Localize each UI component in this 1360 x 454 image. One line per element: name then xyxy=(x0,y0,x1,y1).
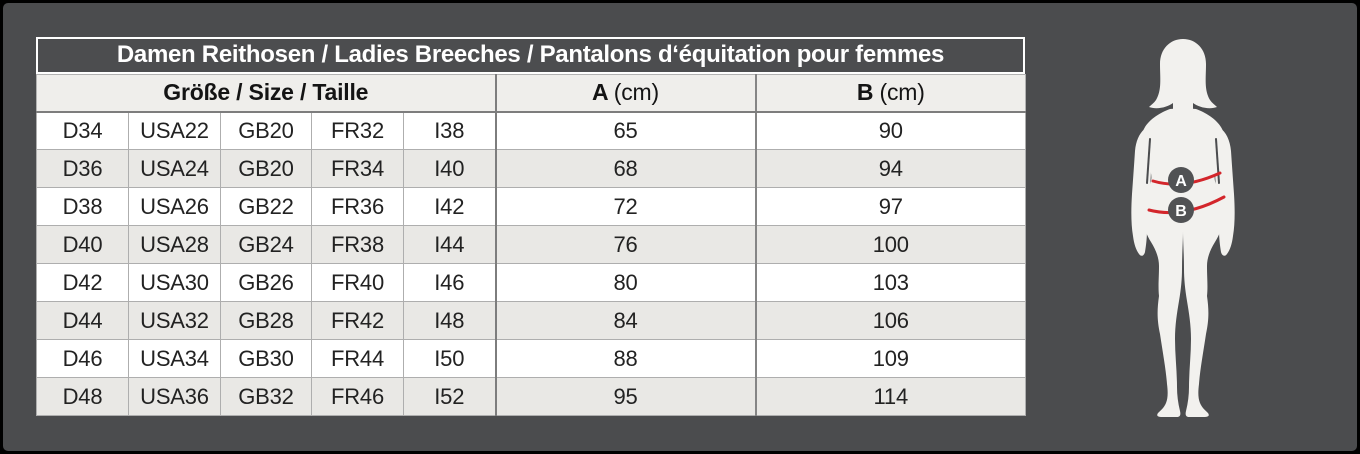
marker-b-label: B xyxy=(1175,203,1187,220)
marker-a-label: A xyxy=(1175,173,1187,190)
table-row: D42 USA30 GB26 FR40 I46 80 103 xyxy=(36,263,1027,302)
header-b: B (cm) xyxy=(754,74,1026,113)
table-row: D34 USA22 GB20 FR32 I38 65 90 xyxy=(36,111,1027,150)
cell-d: D38 xyxy=(36,187,129,226)
cell-b: 109 xyxy=(754,339,1027,378)
cell-i: I50 xyxy=(402,339,497,378)
marker-a-badge xyxy=(1168,167,1194,193)
cell-usa: USA28 xyxy=(128,225,221,264)
cell-d: D34 xyxy=(36,111,129,150)
cell-fr: FR36 xyxy=(311,187,404,226)
cell-usa: USA32 xyxy=(128,301,221,340)
cell-gb: GB30 xyxy=(220,339,312,378)
cell-a: 88 xyxy=(494,339,757,378)
cell-i: I48 xyxy=(402,301,497,340)
table-row: D46 USA34 GB30 FR44 I50 88 109 xyxy=(36,339,1027,378)
cell-d: D40 xyxy=(36,225,129,264)
table-row: D44 USA32 GB28 FR42 I48 84 106 xyxy=(36,301,1027,340)
cell-usa: USA24 xyxy=(128,149,221,188)
cell-b: 114 xyxy=(754,377,1027,416)
cell-a: 72 xyxy=(494,187,757,226)
cell-gb: GB20 xyxy=(220,149,312,188)
cell-b: 90 xyxy=(754,111,1027,150)
cell-fr: FR32 xyxy=(311,111,404,150)
cell-fr: FR34 xyxy=(311,149,404,188)
cell-b: 100 xyxy=(754,225,1027,264)
size-table: Größe / Size / Taille A (cm) B (cm) D34 … xyxy=(36,74,1027,416)
cell-usa: USA22 xyxy=(128,111,221,150)
cell-gb: GB24 xyxy=(220,225,312,264)
cell-d: D46 xyxy=(36,339,129,378)
cell-gb: GB20 xyxy=(220,111,312,150)
cell-fr: FR40 xyxy=(311,263,404,302)
header-a: A (cm) xyxy=(494,74,756,113)
table-row: D40 USA28 GB24 FR38 I44 76 100 xyxy=(36,225,1027,264)
cell-d: D42 xyxy=(36,263,129,302)
cell-i: I46 xyxy=(402,263,497,302)
cell-fr: FR42 xyxy=(311,301,404,340)
cell-fr: FR38 xyxy=(311,225,404,264)
cell-i: I44 xyxy=(402,225,497,264)
cell-b: 94 xyxy=(754,149,1027,188)
cell-i: I42 xyxy=(402,187,497,226)
cell-a: 84 xyxy=(494,301,757,340)
female-silhouette-neck xyxy=(1173,91,1193,111)
header-a-unit: (cm) xyxy=(613,79,659,106)
cell-d: D36 xyxy=(36,149,129,188)
cell-b: 97 xyxy=(754,187,1027,226)
cell-a: 76 xyxy=(494,225,757,264)
header-size: Größe / Size / Taille xyxy=(36,74,496,113)
size-chart: Damen Reithosen / Ladies Breeches / Pant… xyxy=(36,37,1027,416)
chart-title: Damen Reithosen / Ladies Breeches / Pant… xyxy=(36,37,1025,74)
header-row: Größe / Size / Taille A (cm) B (cm) xyxy=(36,74,1026,113)
cell-i: I52 xyxy=(402,377,497,416)
cell-usa: USA34 xyxy=(128,339,221,378)
header-b-unit: (cm) xyxy=(879,79,925,106)
cell-a: 68 xyxy=(494,149,757,188)
cell-a: 80 xyxy=(494,263,757,302)
cell-a: 95 xyxy=(494,377,757,416)
female-silhouette-figure: A B xyxy=(1123,33,1243,421)
table-row: D48 USA36 GB32 FR46 I52 95 114 xyxy=(36,377,1027,416)
cell-i: I40 xyxy=(402,149,497,188)
cell-fr: FR46 xyxy=(311,377,404,416)
cell-a: 65 xyxy=(494,111,757,150)
header-b-label: B xyxy=(856,79,874,106)
cell-gb: GB22 xyxy=(220,187,312,226)
header-a-label: A xyxy=(592,79,608,106)
cell-fr: FR44 xyxy=(311,339,404,378)
table-row: D36 USA24 GB20 FR34 I40 68 94 xyxy=(36,149,1027,188)
background-panel: Damen Reithosen / Ladies Breeches / Pant… xyxy=(3,3,1357,451)
cell-gb: GB32 xyxy=(220,377,312,416)
cell-gb: GB28 xyxy=(220,301,312,340)
cell-d: D44 xyxy=(36,301,129,340)
table-row: D38 USA26 GB22 FR36 I42 72 97 xyxy=(36,187,1027,226)
cell-d: D48 xyxy=(36,377,129,416)
cell-usa: USA36 xyxy=(128,377,221,416)
cell-i: I38 xyxy=(402,111,497,150)
female-silhouette-head-hair xyxy=(1149,39,1217,109)
cell-gb: GB26 xyxy=(220,263,312,302)
marker-b-badge xyxy=(1168,197,1194,223)
cell-usa: USA30 xyxy=(128,263,221,302)
cell-usa: USA26 xyxy=(128,187,221,226)
cell-b: 106 xyxy=(754,301,1027,340)
cell-b: 103 xyxy=(754,263,1027,302)
